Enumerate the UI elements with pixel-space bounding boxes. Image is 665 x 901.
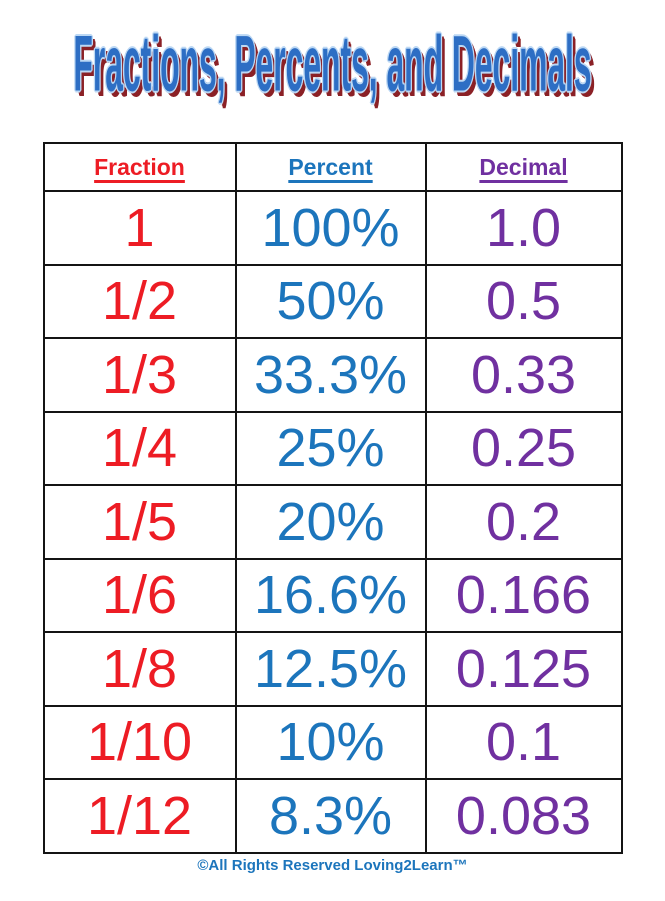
conversion-table: Fraction Percent Decimal 1 100% 1.0 1/2 … <box>42 142 623 854</box>
decimal-cell: 1.0 <box>424 190 623 266</box>
title-band: Fractions, Percents, and Decimals <box>0 12 665 116</box>
table-row: 1/6 16.6% 0.166 <box>42 557 623 633</box>
percent-cell: 20% <box>234 484 427 560</box>
table-row: 1/4 25% 0.25 <box>42 410 623 486</box>
table-row: 1/8 12.5% 0.125 <box>42 631 623 707</box>
decimal-cell: 0.166 <box>424 557 623 633</box>
fraction-cell: 1 <box>42 190 237 266</box>
table-row: 1/3 33.3% 0.33 <box>42 337 623 413</box>
table-row: 1/2 50% 0.5 <box>42 263 623 339</box>
fraction-cell: 1/2 <box>42 263 237 339</box>
table-row: 1/12 8.3% 0.083 <box>42 778 623 854</box>
fraction-cell: 1/10 <box>42 704 237 780</box>
column-header-fraction: Fraction <box>42 142 237 192</box>
fraction-cell: 1/4 <box>42 410 237 486</box>
decimal-cell: 0.25 <box>424 410 623 486</box>
fraction-cell: 1/3 <box>42 337 237 413</box>
percent-cell: 33.3% <box>234 337 427 413</box>
percent-cell: 25% <box>234 410 427 486</box>
decimal-cell: 0.125 <box>424 631 623 707</box>
decimal-cell: 0.2 <box>424 484 623 560</box>
fraction-cell: 1/5 <box>42 484 237 560</box>
copyright-footer: ©All Rights Reserved Loving2Learn™ <box>197 856 468 874</box>
column-header-decimal: Decimal <box>424 142 623 192</box>
percent-cell: 8.3% <box>234 778 427 854</box>
percent-cell: 10% <box>234 704 427 780</box>
column-header-percent: Percent <box>234 142 427 192</box>
decimal-cell: 0.5 <box>424 263 623 339</box>
decimal-cell: 0.1 <box>424 704 623 780</box>
table-row: 1/5 20% 0.2 <box>42 484 623 560</box>
table-row: 1/10 10% 0.1 <box>42 704 623 780</box>
fraction-cell: 1/8 <box>42 631 237 707</box>
decimal-cell: 0.33 <box>424 337 623 413</box>
header-row: Fraction Percent Decimal <box>42 142 623 192</box>
table-row: 1 100% 1.0 <box>42 190 623 266</box>
decimal-cell: 0.083 <box>424 778 623 854</box>
page-title: Fractions, Percents, and Decimals <box>73 19 592 108</box>
fraction-cell: 1/12 <box>42 778 237 854</box>
percent-cell: 100% <box>234 190 427 266</box>
percent-cell: 50% <box>234 263 427 339</box>
percent-cell: 12.5% <box>234 631 427 707</box>
percent-cell: 16.6% <box>234 557 427 633</box>
fraction-cell: 1/6 <box>42 557 237 633</box>
